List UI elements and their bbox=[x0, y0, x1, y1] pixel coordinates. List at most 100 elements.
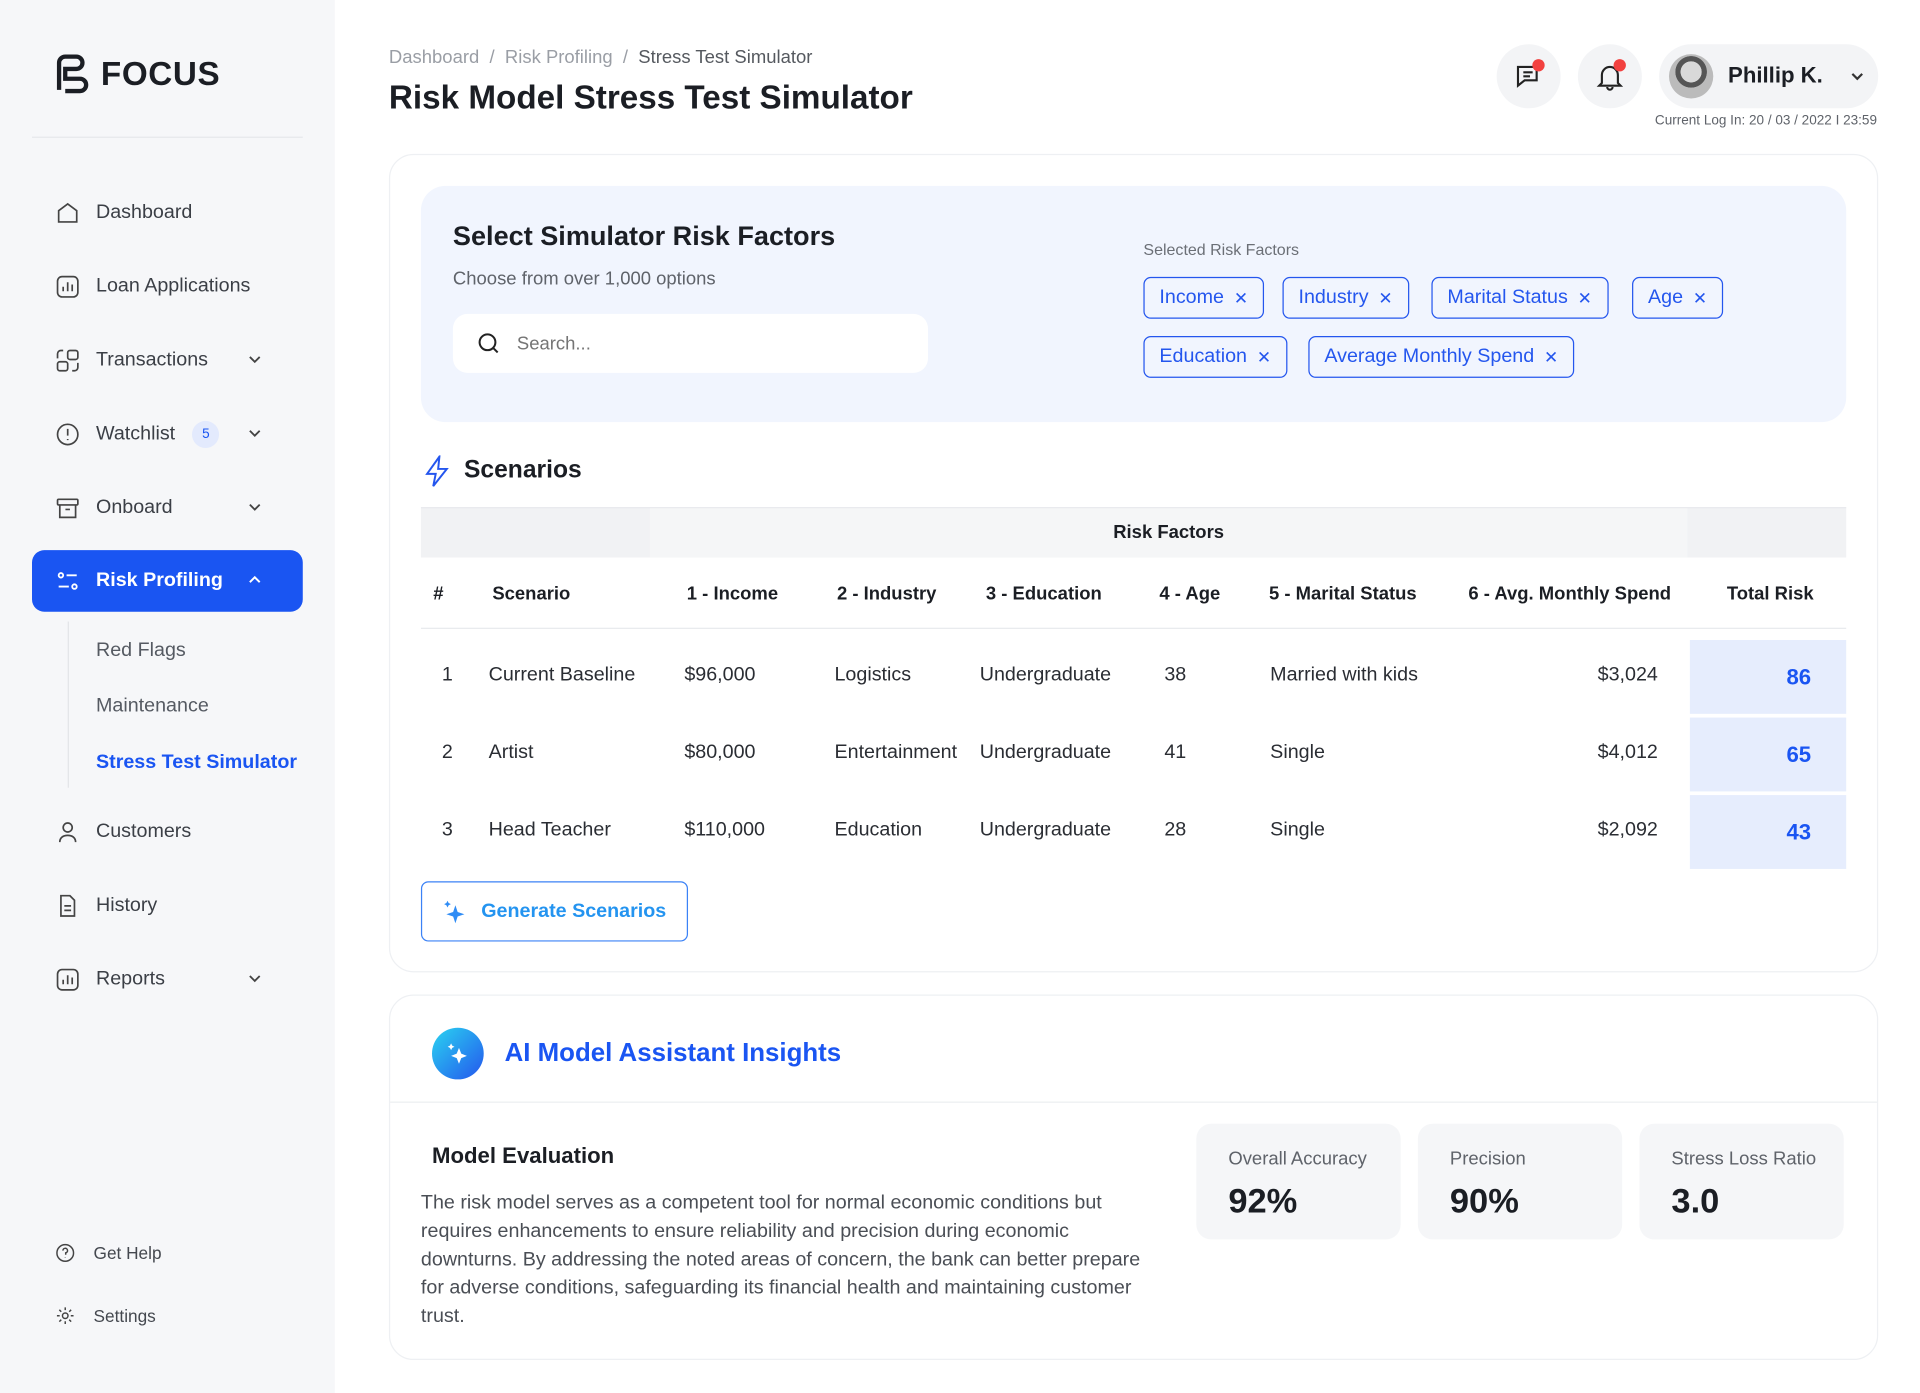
sidebar-subitem-stress-test-simulator[interactable]: Stress Test Simulator bbox=[96, 752, 298, 773]
evaluation-title: Model Evaluation bbox=[432, 1143, 615, 1169]
close-icon[interactable]: ✕ bbox=[1577, 287, 1593, 308]
risk-factors-panel: Select Simulator Risk Factors Choose fro… bbox=[420, 185, 1847, 423]
column-header[interactable]: # bbox=[433, 583, 444, 605]
messages-button[interactable] bbox=[1496, 44, 1561, 109]
label: Transactions bbox=[96, 349, 209, 371]
breadcrumb-dashboard[interactable]: Dashboard bbox=[388, 46, 480, 68]
table-cell: 28 bbox=[1164, 819, 1187, 841]
chevron-down-icon bbox=[1851, 73, 1863, 81]
table-cell: 1 bbox=[441, 664, 453, 686]
chevron-down-icon bbox=[249, 430, 261, 438]
stat-stress-loss-ratio: Stress Loss Ratio 3.0 bbox=[1639, 1123, 1844, 1240]
column-header[interactable]: Total Risk bbox=[1726, 583, 1814, 605]
insights-title: AI Model Assistant Insights bbox=[504, 1038, 842, 1068]
search-field[interactable] bbox=[452, 313, 929, 373]
column-header[interactable]: 3 - Education bbox=[985, 583, 1102, 605]
sidebar: FOCUS Dashboard Loan Applications Transa… bbox=[0, 0, 335, 1393]
focus-logo-icon bbox=[56, 54, 89, 94]
chip-industry[interactable]: Industry ✕ bbox=[1282, 276, 1409, 319]
table-cell: $80,000 bbox=[684, 742, 756, 764]
sidebar-item-watchlist[interactable]: Watchlist 5 bbox=[32, 404, 303, 466]
insights-card: AI Model Assistant Insights Model Evalua… bbox=[388, 994, 1879, 1361]
logo[interactable]: FOCUS bbox=[54, 53, 220, 95]
table-cell: $4,012 bbox=[1597, 742, 1658, 764]
chevron-down-icon bbox=[249, 356, 261, 364]
stat-value: 90% bbox=[1449, 1181, 1519, 1220]
stat-overall-accuracy: Overall Accuracy 92% bbox=[1196, 1123, 1401, 1240]
column-header[interactable]: 6 - Avg. Monthly Spend bbox=[1468, 583, 1672, 605]
label: Risk Profiling bbox=[96, 569, 223, 591]
avatar bbox=[1668, 54, 1714, 99]
sidebar-subitem-red-flags[interactable]: Red Flags bbox=[96, 640, 186, 661]
breadcrumb: Dashboard / Risk Profiling / Stress Test… bbox=[388, 46, 813, 68]
table-cell: 38 bbox=[1164, 664, 1187, 686]
document-icon bbox=[60, 894, 76, 917]
archive-icon bbox=[56, 498, 79, 519]
table-cell: Single bbox=[1270, 742, 1325, 764]
chip-average-monthly-spend[interactable]: Average Monthly Spend ✕ bbox=[1308, 336, 1575, 378]
table-cell: 41 bbox=[1164, 742, 1187, 764]
chip-marital-status[interactable]: Marital Status ✕ bbox=[1431, 276, 1609, 319]
close-icon[interactable]: ✕ bbox=[1256, 346, 1272, 367]
stat-label: Overall Accuracy bbox=[1228, 1148, 1367, 1170]
generate-scenarios-button[interactable]: Generate Scenarios bbox=[420, 881, 689, 942]
get-help-link[interactable]: Get Help bbox=[54, 1242, 162, 1264]
table-cell: 2 bbox=[441, 742, 453, 764]
home-icon bbox=[57, 202, 78, 223]
chip-education[interactable]: Education ✕ bbox=[1143, 336, 1288, 378]
sidebar-item-onboard[interactable]: Onboard bbox=[32, 478, 303, 540]
label: Loan Applications bbox=[96, 275, 251, 297]
close-icon[interactable]: ✕ bbox=[1692, 287, 1708, 308]
transactions-icon bbox=[56, 349, 79, 372]
chart-icon bbox=[56, 275, 79, 298]
search-input[interactable] bbox=[516, 332, 911, 354]
chip-income[interactable]: Income ✕ bbox=[1143, 276, 1265, 319]
sidebar-item-dashboard[interactable]: Dashboard bbox=[32, 182, 303, 244]
sidebar-item-customers[interactable]: Customers bbox=[32, 801, 303, 863]
table-cell: $96,000 bbox=[684, 664, 756, 686]
user-menu[interactable]: Phillip K. bbox=[1659, 44, 1879, 109]
column-header[interactable]: 5 - Marital Status bbox=[1268, 583, 1417, 605]
column-header[interactable]: 1 - Income bbox=[686, 583, 779, 605]
column-header[interactable]: Scenario bbox=[492, 583, 571, 605]
table-cell: Undergraduate bbox=[979, 742, 1112, 764]
sidebar-item-history[interactable]: History bbox=[32, 875, 303, 937]
chevron-down-icon bbox=[249, 503, 261, 511]
chip-label: Industry bbox=[1298, 286, 1369, 308]
breadcrumb-risk-profiling[interactable]: Risk Profiling bbox=[504, 46, 613, 68]
alert-icon bbox=[56, 423, 79, 446]
notification-dot bbox=[1613, 59, 1626, 72]
table-cell: Artist bbox=[488, 742, 534, 764]
factors-title: Select Simulator Risk Factors bbox=[452, 220, 836, 252]
table-cell: Married with kids bbox=[1270, 664, 1418, 686]
total-risk-cell: 65 bbox=[1689, 717, 1847, 792]
brand-name: FOCUS bbox=[100, 54, 221, 92]
table-cell: $110,000 bbox=[684, 819, 765, 841]
stat-precision: Precision 90% bbox=[1417, 1123, 1623, 1240]
breadcrumb-current: Stress Test Simulator bbox=[638, 46, 813, 68]
column-header[interactable]: 2 - Industry bbox=[836, 583, 937, 605]
close-icon[interactable]: ✕ bbox=[1233, 287, 1249, 308]
user-name: Phillip K. bbox=[1728, 62, 1823, 88]
sidebar-item-transactions[interactable]: Transactions bbox=[32, 330, 303, 392]
ai-icon bbox=[432, 1027, 484, 1080]
table-cell: Head Teacher bbox=[488, 819, 611, 841]
sidebar-item-risk-profiling[interactable]: Risk Profiling bbox=[32, 550, 303, 612]
table-cell: Undergraduate bbox=[979, 819, 1112, 841]
close-icon[interactable]: ✕ bbox=[1544, 346, 1559, 367]
sliders-icon bbox=[57, 572, 78, 590]
chip-age[interactable]: Age ✕ bbox=[1632, 276, 1724, 319]
sidebar-subitem-maintenance[interactable]: Maintenance bbox=[96, 695, 209, 717]
sparkle-icon bbox=[444, 900, 465, 923]
lightning-icon bbox=[425, 455, 449, 487]
column-header[interactable]: 4 - Age bbox=[1159, 583, 1221, 605]
notifications-button[interactable] bbox=[1577, 44, 1642, 109]
sidebar-item-reports[interactable]: Reports bbox=[32, 949, 303, 1011]
sidebar-item-loan-applications[interactable]: Loan Applications bbox=[32, 256, 303, 318]
table-group-header: Risk Factors bbox=[420, 507, 1847, 558]
divider bbox=[390, 1101, 1877, 1103]
divider bbox=[420, 627, 1847, 629]
settings-link[interactable]: Settings bbox=[54, 1305, 156, 1327]
total-risk-cell: 86 bbox=[1689, 640, 1847, 714]
close-icon[interactable]: ✕ bbox=[1378, 287, 1393, 308]
